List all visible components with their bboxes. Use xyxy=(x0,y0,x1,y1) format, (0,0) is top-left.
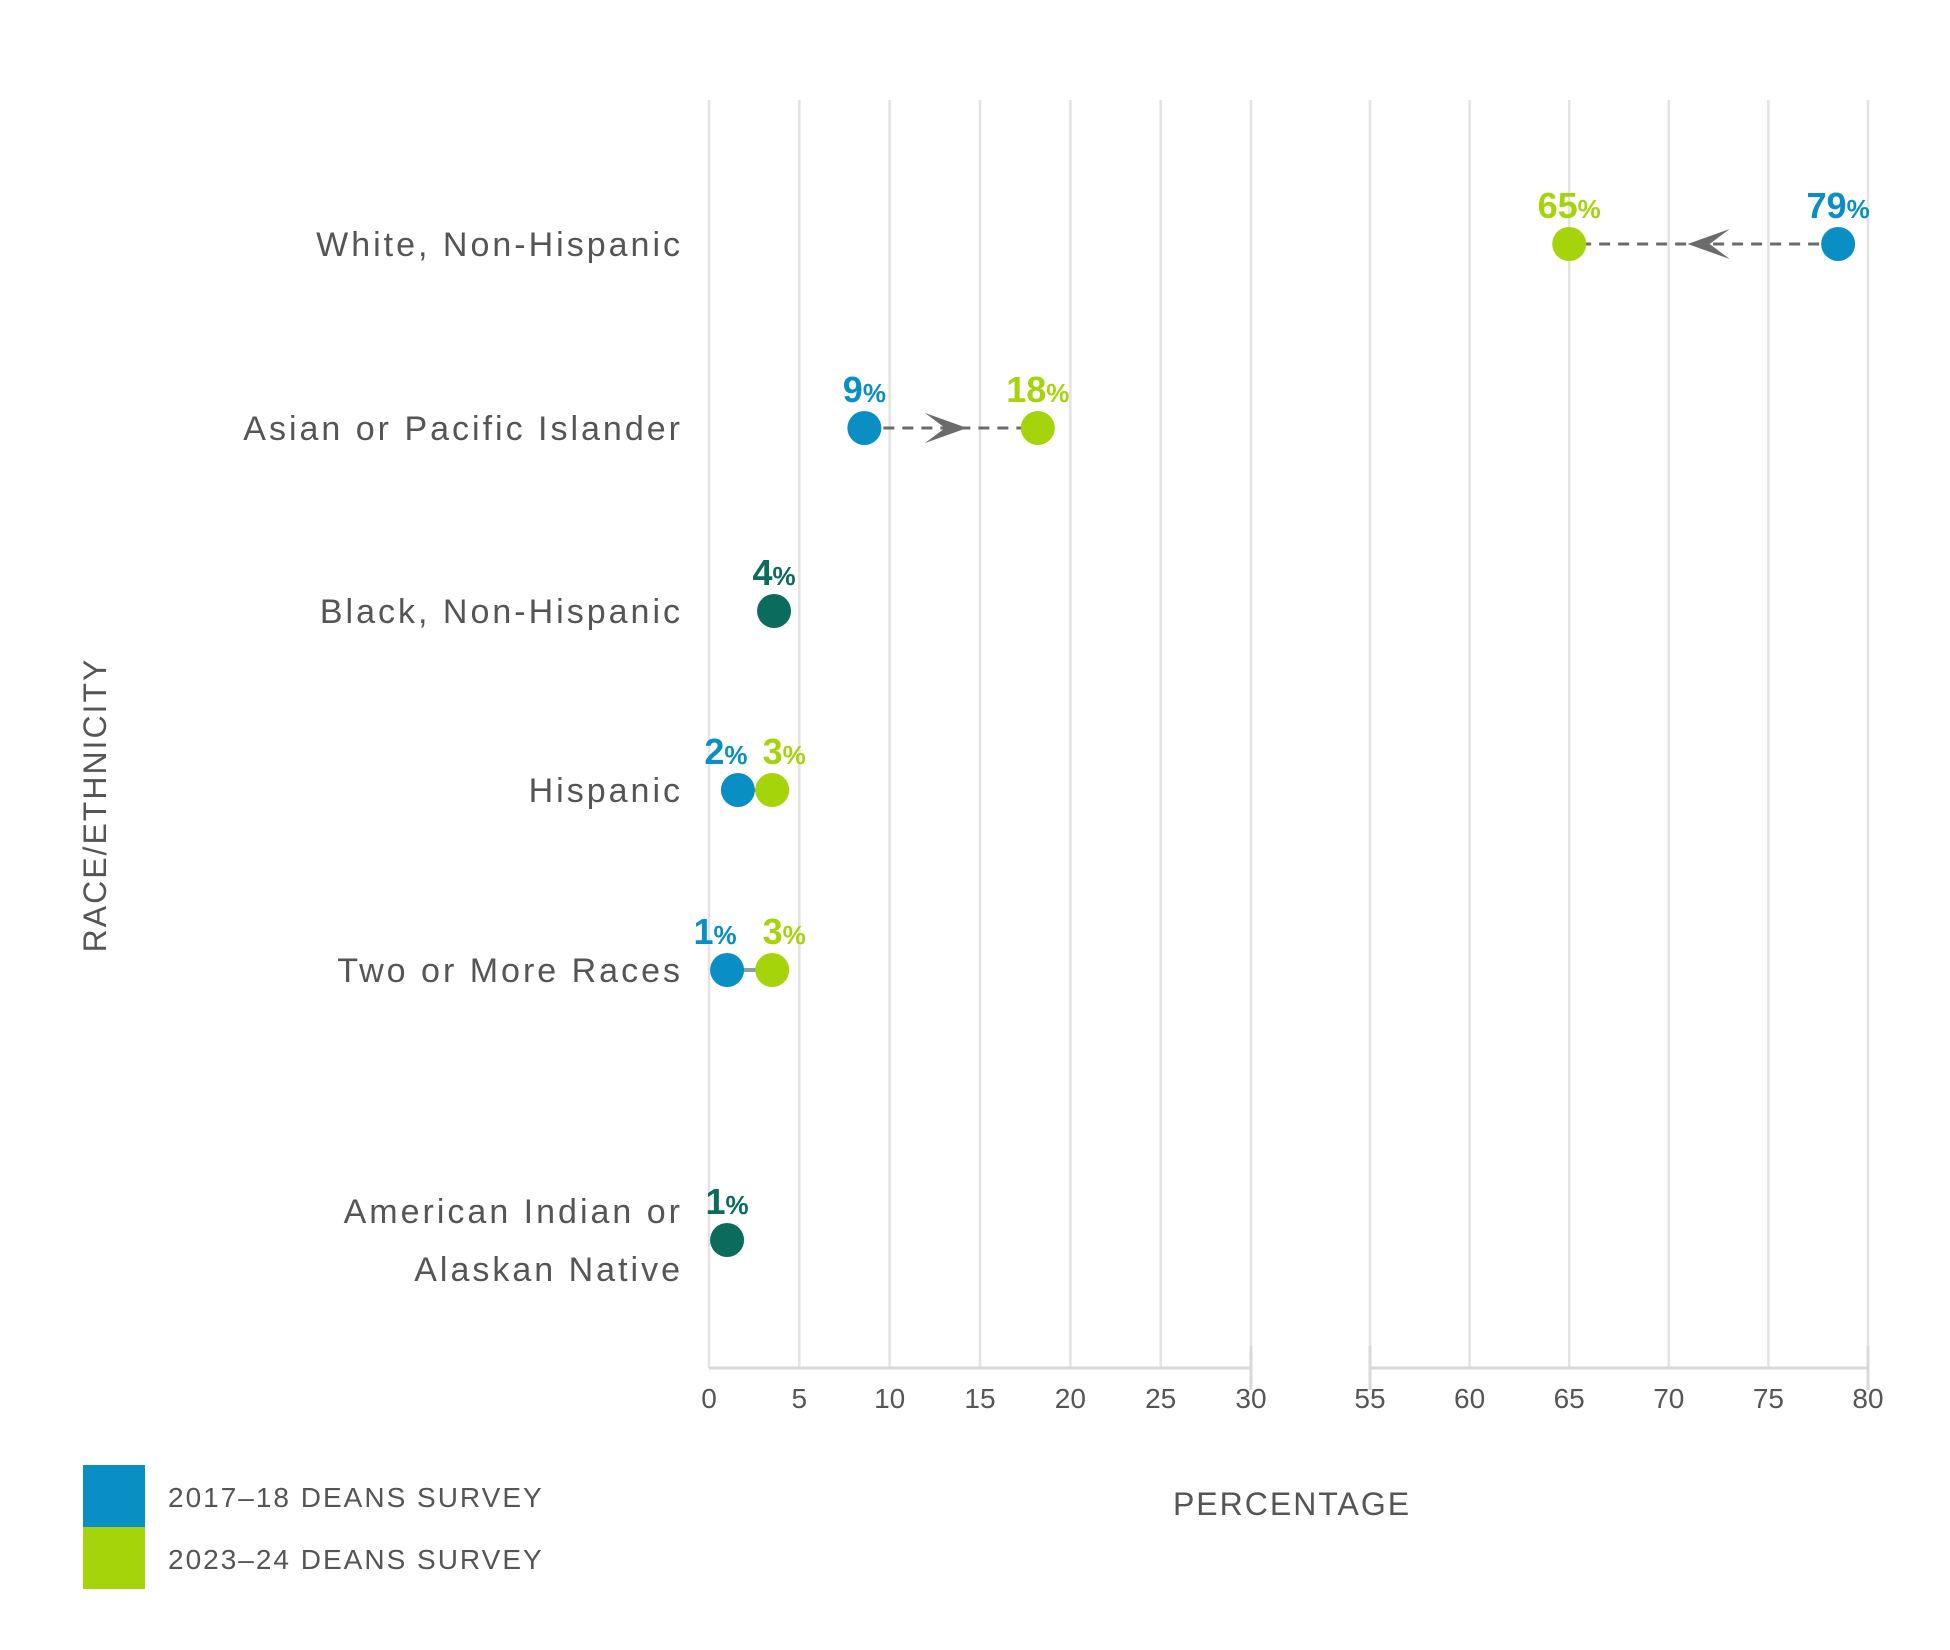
arrowhead-1 xyxy=(925,413,968,443)
point-2023-3 xyxy=(755,773,790,807)
value-label-combined-5-number: 1 xyxy=(705,1181,725,1222)
category-labels: White, Non-Hispanic Asian or Pacific Isla… xyxy=(243,226,683,1289)
category-label-5-line0: American Indian or xyxy=(344,1193,683,1231)
value-label-2017-3-number: 2 xyxy=(704,731,724,772)
legend-label-2023: 2023–24 DEANS SURVEY xyxy=(168,1544,544,1575)
category-label-3: Hispanic xyxy=(529,772,683,810)
data-points xyxy=(710,227,1856,1257)
value-label-2023-4: 3% xyxy=(763,911,806,952)
value-label-2023-0: 65% xyxy=(1538,185,1601,226)
value-label-combined-2-number: 4 xyxy=(752,552,772,593)
point-combined-5 xyxy=(710,1223,745,1257)
point-2023-0 xyxy=(1552,227,1587,261)
tick-label-20: 20 xyxy=(1055,1383,1086,1414)
data-labels: 79%65%9% 18%4%2% 3%1% 3%1% xyxy=(693,185,1869,1222)
value-label-2023-3-number: 3 xyxy=(763,731,783,772)
arrowhead-0 xyxy=(1687,229,1730,259)
legend-swatch-2023 xyxy=(83,1527,145,1589)
tick-label-30: 30 xyxy=(1235,1383,1266,1414)
category-label-4: Two or More Races xyxy=(337,952,683,990)
value-label-2023-1-number: 18 xyxy=(1006,369,1046,410)
tick-label-60: 60 xyxy=(1454,1383,1485,1414)
tick-label-10: 10 xyxy=(874,1383,905,1414)
value-label-2017-4-percent: % xyxy=(714,920,737,950)
value-label-2023-0-number: 65 xyxy=(1538,185,1578,226)
gridlines xyxy=(707,100,1870,1368)
tick-label-25: 25 xyxy=(1145,1383,1176,1414)
legend: 2017–18 DEANS SURVEY 2023–24 DEANS SURVE… xyxy=(83,1465,544,1589)
value-label-2017-1: 9% xyxy=(843,369,886,410)
value-label-combined-2-percent: % xyxy=(772,561,795,591)
tick-label-55: 55 xyxy=(1354,1383,1385,1414)
point-2017-4 xyxy=(710,953,745,987)
tick-label-70: 70 xyxy=(1653,1383,1684,1414)
value-label-2023-1-percent: % xyxy=(1046,378,1069,408)
value-label-2023-4-percent: % xyxy=(783,920,806,950)
tick-label-15: 15 xyxy=(964,1383,995,1414)
value-label-2023-3-percent: % xyxy=(783,740,806,770)
point-2023-1 xyxy=(1020,411,1055,445)
tick-label-80: 80 xyxy=(1852,1383,1883,1414)
value-label-2023-3: 3% xyxy=(763,731,806,772)
tick-label-5: 5 xyxy=(792,1383,808,1414)
value-label-2017-3: 2% xyxy=(704,731,747,772)
point-combined-2 xyxy=(757,594,792,628)
value-label-2017-1-number: 9 xyxy=(843,369,863,410)
value-label-2017-0-percent: % xyxy=(1847,194,1870,224)
x-axis-title: PERCENTAGE xyxy=(1173,1486,1411,1522)
value-label-2017-0-number: 79 xyxy=(1807,185,1847,226)
value-label-combined-5-percent: % xyxy=(726,1190,749,1220)
value-label-2017-4: 1% xyxy=(693,911,736,952)
category-label-5-line1: Alaskan Native xyxy=(414,1251,683,1289)
point-2017-1 xyxy=(847,411,882,445)
category-label-1: Asian or Pacific Islander xyxy=(243,410,683,448)
connector-lines xyxy=(727,229,1839,972)
value-label-2023-0-percent: % xyxy=(1578,194,1601,224)
point-2017-3 xyxy=(720,773,755,807)
value-label-2023-1: 18% xyxy=(1006,369,1069,410)
value-label-combined-5: 1% xyxy=(705,1181,748,1222)
tick-label-65: 65 xyxy=(1554,1383,1585,1414)
point-2017-0 xyxy=(1821,227,1856,261)
legend-label-2017: 2017–18 DEANS SURVEY xyxy=(168,1482,544,1513)
y-axis-title: RACE/ETHNICITY xyxy=(77,658,113,953)
point-2023-4 xyxy=(755,953,790,987)
tick-label-75: 75 xyxy=(1753,1383,1784,1414)
legend-swatch-2017 xyxy=(83,1465,145,1527)
tick-label-0: 0 xyxy=(701,1383,717,1414)
value-label-2017-0: 79% xyxy=(1807,185,1870,226)
category-label-0: White, Non-Hispanic xyxy=(316,226,683,264)
value-label-2017-4-number: 1 xyxy=(693,911,713,952)
x-axis: 0 5 10 15 20 25 30 55 60 65 70 75 80 xyxy=(701,1346,1884,1414)
category-label-2: Black, Non-Hispanic xyxy=(320,593,683,631)
value-label-2023-4-number: 3 xyxy=(763,911,783,952)
value-label-2017-3-percent: % xyxy=(724,740,747,770)
value-label-combined-2: 4% xyxy=(752,552,795,593)
value-label-2017-1-percent: % xyxy=(863,378,886,408)
